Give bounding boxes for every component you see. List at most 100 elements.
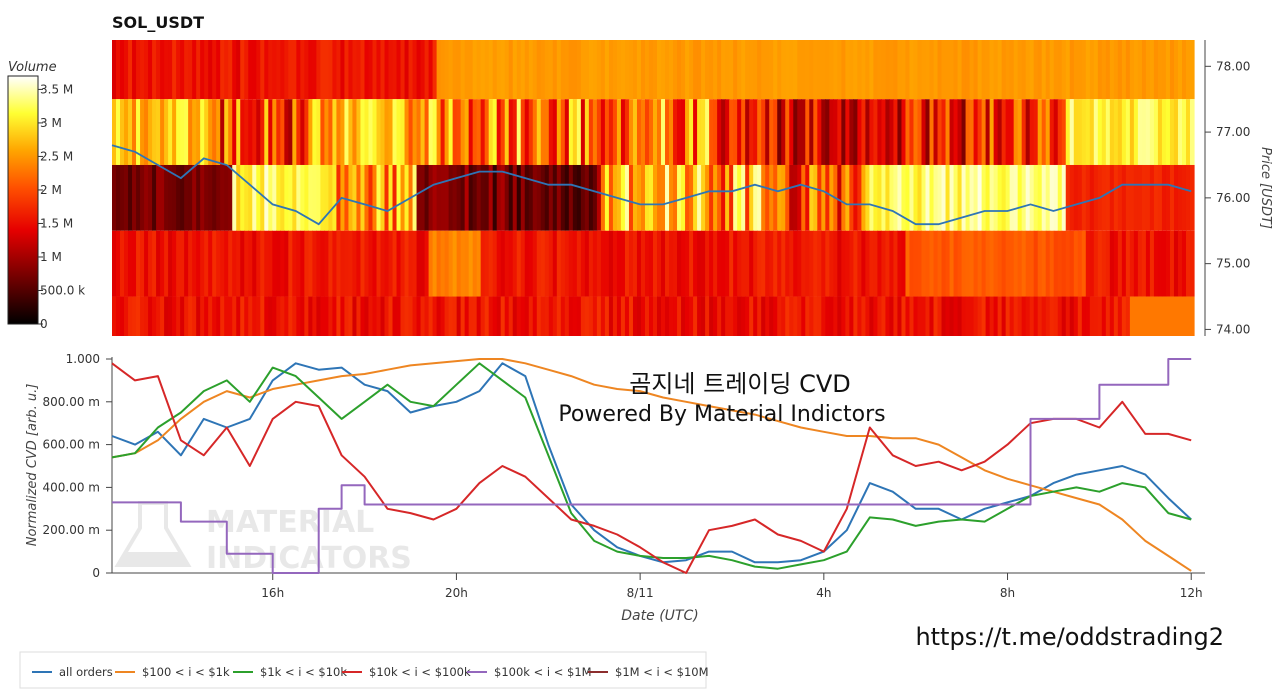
heatmap-cell <box>264 99 269 165</box>
heatmap-cell <box>1157 99 1163 165</box>
heatmap-cell <box>552 296 558 336</box>
heatmap-cell <box>937 40 943 100</box>
price-tick-label: 76.00 <box>1216 191 1250 205</box>
heatmap-cell <box>921 164 927 231</box>
heatmap-cell <box>204 99 209 165</box>
heatmap-cell <box>1033 230 1039 297</box>
heatmap-cell <box>260 230 265 297</box>
heatmap-cell <box>857 40 862 100</box>
heatmap-cell <box>1173 164 1179 231</box>
heatmap-cell <box>897 296 903 336</box>
heatmap-cell <box>360 296 366 336</box>
heatmap-cell <box>781 99 786 165</box>
heatmap-cell <box>292 296 297 336</box>
heatmap-cell <box>1025 230 1031 297</box>
heatmap-cell <box>801 296 806 336</box>
heatmap-cell <box>492 164 498 231</box>
heatmap-cell <box>849 40 854 100</box>
heatmap-cell <box>757 296 762 336</box>
heatmap-cell <box>620 164 626 231</box>
heatmap-cell <box>216 230 221 297</box>
heatmap-cell <box>432 99 438 165</box>
heatmap-cell <box>456 230 462 297</box>
heatmap-cell <box>596 230 602 297</box>
heatmap-cell <box>516 296 522 336</box>
heatmap-cell <box>841 296 846 336</box>
heatmap-cell <box>524 296 530 336</box>
legend-label[interactable]: $100 < i < $1k <box>142 665 230 679</box>
heatmap-cell <box>1053 164 1059 231</box>
heatmap-cell <box>977 164 983 231</box>
heatmap-cell <box>332 164 338 231</box>
heatmap-cell <box>753 230 758 297</box>
heatmap-cell <box>144 164 149 231</box>
telegram-link[interactable]: https://t.me/oddstrading2 <box>915 623 1224 651</box>
heatmap-cell <box>196 164 201 231</box>
heatmap-cell <box>624 230 630 297</box>
heatmap-cell <box>252 296 257 336</box>
heatmap-cell <box>196 296 201 336</box>
heatmap-cell <box>873 40 879 100</box>
heatmap-cell <box>1177 99 1183 165</box>
heatmap-cell <box>132 40 137 100</box>
heatmap-cell <box>492 99 498 165</box>
legend-label[interactable]: $10k < i < $100k <box>369 665 471 679</box>
heatmap-cell <box>436 40 442 100</box>
heatmap-cell <box>220 164 225 231</box>
heatmap-cell <box>212 296 217 336</box>
heatmap-cell <box>729 99 734 165</box>
heatmap-cell <box>1065 230 1071 297</box>
heatmap-cell <box>400 99 406 165</box>
heatmap-cell <box>432 230 438 297</box>
heatmap-cell <box>677 40 682 100</box>
heatmap-cell <box>540 230 546 297</box>
heatmap-cell <box>1185 164 1191 231</box>
legend-label[interactable]: $1k < i < $10k <box>260 665 347 679</box>
heatmap-cell <box>232 296 237 336</box>
legend-label[interactable]: $1M < i < $10M <box>615 665 709 679</box>
heatmap-cell <box>184 40 189 100</box>
heatmap-cell <box>885 40 891 100</box>
heatmap-cell <box>785 296 790 336</box>
heatmap-cell <box>628 99 634 165</box>
heatmap-cell <box>220 296 225 336</box>
heatmap-cell <box>604 99 610 165</box>
heatmap-cell <box>296 296 301 336</box>
heatmap-cell <box>164 99 169 165</box>
heatmap-cell <box>661 40 666 100</box>
heatmap-cell <box>713 296 718 336</box>
heatmap-cell <box>1149 230 1155 297</box>
heatmap-cell <box>1025 164 1031 231</box>
legend-label[interactable]: all orders <box>59 665 113 679</box>
heatmap-cell <box>476 99 482 165</box>
heatmap-cell <box>120 296 125 336</box>
heatmap-cell <box>717 99 722 165</box>
heatmap-cell <box>132 296 137 336</box>
heatmap-cell <box>805 99 810 165</box>
heatmap-cell <box>228 230 233 297</box>
heatmap-cell <box>1149 99 1155 165</box>
heatmap-cell <box>1141 296 1147 336</box>
heatmap-cell <box>416 296 422 336</box>
heatmap-cell <box>801 99 806 165</box>
legend-label[interactable]: $100k < i < $1M <box>494 665 592 679</box>
heatmap-cell <box>773 296 778 336</box>
heatmap-cell <box>284 296 289 336</box>
heatmap-cell <box>889 296 895 336</box>
heatmap-cell <box>893 99 899 165</box>
heatmap-cell <box>236 164 241 231</box>
heatmap-cell <box>905 40 911 100</box>
heatmap-cell <box>945 164 951 231</box>
heatmap-cell <box>172 296 177 336</box>
heatmap-cell <box>997 40 1003 100</box>
heatmap-cell <box>745 99 750 165</box>
cvd-x-tick-label: 8/11 <box>627 586 654 600</box>
heatmap-cell <box>124 99 129 165</box>
heatmap-cell <box>1141 164 1147 231</box>
heatmap-cell <box>336 40 342 100</box>
heatmap-cell <box>316 99 321 165</box>
heatmap-cell <box>340 296 346 336</box>
heatmap-cell <box>773 230 778 297</box>
heatmap-cell <box>124 40 129 100</box>
heatmap-cell <box>168 99 173 165</box>
